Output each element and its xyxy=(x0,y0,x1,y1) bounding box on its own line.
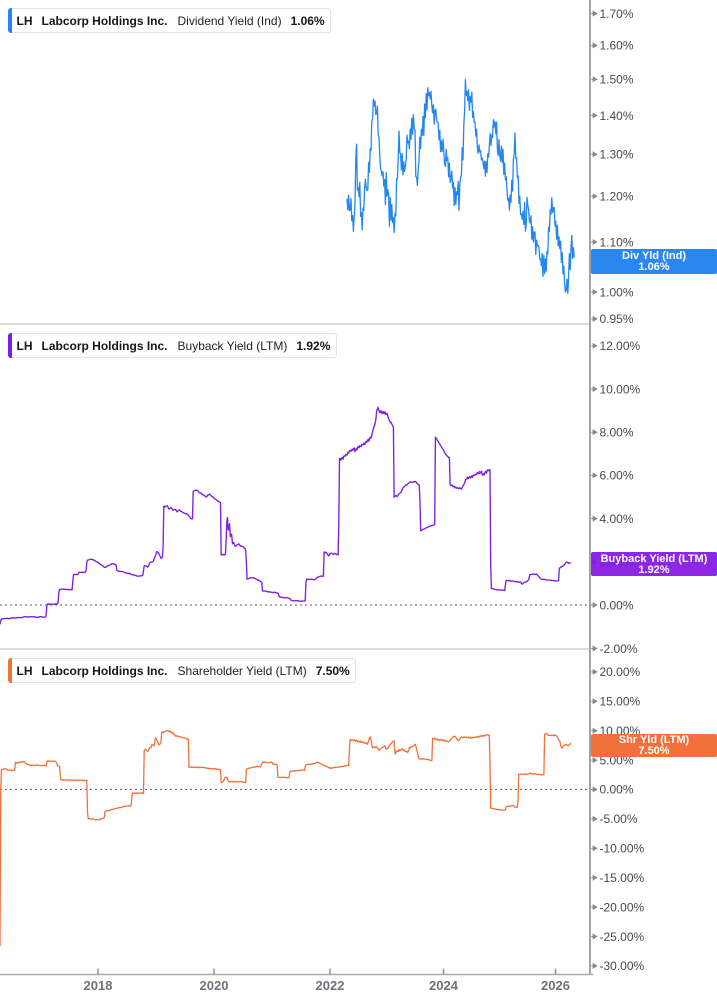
svg-text:-5.00%: -5.00% xyxy=(600,812,638,826)
svg-text:1.20%: 1.20% xyxy=(600,190,634,204)
svg-text:20.00%: 20.00% xyxy=(600,665,641,679)
svg-text:2018: 2018 xyxy=(84,978,113,993)
svg-text:1.10%: 1.10% xyxy=(600,235,634,249)
svg-text:0.00%: 0.00% xyxy=(600,598,634,612)
svg-text:-20.00%: -20.00% xyxy=(600,900,645,914)
svg-text:-30.00%: -30.00% xyxy=(600,959,645,973)
svg-text:-25.00%: -25.00% xyxy=(600,930,645,944)
svg-text:0.00%: 0.00% xyxy=(600,783,634,797)
svg-text:2022: 2022 xyxy=(316,978,345,993)
svg-text:1.40%: 1.40% xyxy=(600,109,634,123)
svg-text:2024: 2024 xyxy=(429,978,459,993)
svg-text:1.50%: 1.50% xyxy=(600,73,634,87)
svg-text:1.30%: 1.30% xyxy=(600,148,634,162)
svg-text:8.00%: 8.00% xyxy=(600,426,634,440)
svg-text:2026: 2026 xyxy=(541,978,570,993)
svg-text:1.60%: 1.60% xyxy=(600,39,634,53)
svg-text:4.00%: 4.00% xyxy=(600,512,634,526)
svg-text:0.95%: 0.95% xyxy=(600,312,634,326)
svg-text:-2.00%: -2.00% xyxy=(600,642,638,656)
svg-text:6.00%: 6.00% xyxy=(600,469,634,483)
svg-text:2020: 2020 xyxy=(200,978,229,993)
svg-text:-10.00%: -10.00% xyxy=(600,842,645,856)
svg-text:10.00%: 10.00% xyxy=(600,382,641,396)
svg-text:1.70%: 1.70% xyxy=(600,7,634,21)
svg-text:-15.00%: -15.00% xyxy=(600,871,645,885)
svg-text:1.00%: 1.00% xyxy=(600,285,634,299)
svg-text:12.00%: 12.00% xyxy=(600,339,641,353)
svg-text:15.00%: 15.00% xyxy=(600,695,641,709)
